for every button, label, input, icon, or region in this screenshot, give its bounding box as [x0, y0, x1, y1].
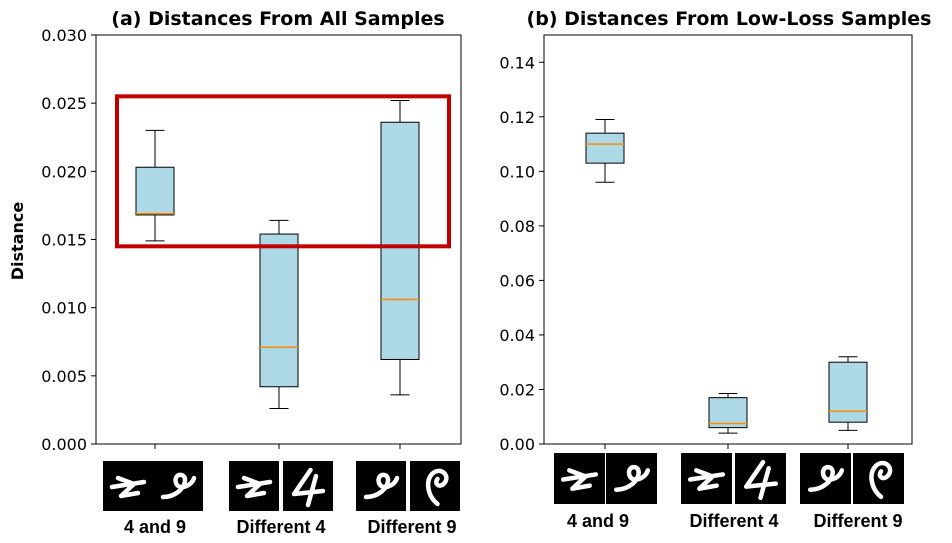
- digit-stroke: [363, 472, 400, 500]
- digit-4-icon: [103, 461, 153, 511]
- box-3: [380, 99, 420, 396]
- digit-stroke: [613, 464, 651, 492]
- ytick-label: 0.015: [41, 231, 87, 250]
- digit-stroke: [425, 468, 449, 507]
- digit-stroke: [160, 472, 197, 500]
- panel-b: (b) Distances From Low-Loss Samples 0.00…: [499, 8, 931, 531]
- panel-b-boxes: [585, 119, 868, 434]
- box-2: [259, 219, 299, 410]
- digit-stroke: [109, 475, 147, 499]
- panel-b-axes-frame: [543, 34, 913, 445]
- ytick-label: 0.08: [499, 217, 535, 236]
- digit-stroke: [291, 467, 326, 508]
- box-3: [828, 356, 868, 431]
- ytick-label: 0.010: [41, 299, 87, 318]
- panel-a-category-labels: 4 and 9 Different 4 Different 9: [124, 517, 457, 537]
- box-body: [135, 166, 175, 216]
- digit-4-alt-icon: [735, 453, 786, 504]
- digit-9-icon: [153, 461, 203, 511]
- category-label: Different 4: [236, 517, 325, 537]
- digit-9-alt-icon: [410, 461, 460, 511]
- ytick-label: 0.005: [41, 367, 87, 386]
- panel-a-boxes: [135, 99, 420, 410]
- ytick-label: 0.025: [41, 94, 87, 113]
- panel-b-thumbnails: [554, 453, 904, 504]
- digit-4-icon: [229, 461, 279, 511]
- box-body: [259, 233, 299, 388]
- digit-4-icon: [681, 453, 732, 504]
- panel-b-category-labels: 4 and 9 Different 4 Different 9: [567, 511, 903, 531]
- category-label: Different 4: [689, 511, 778, 531]
- panel-a-title: (a) Distances From All Samples: [111, 8, 444, 30]
- panel-a-ylabel: Distance: [8, 202, 27, 281]
- ytick-label: 0.02: [499, 380, 535, 399]
- digit-9-icon: [606, 453, 657, 504]
- digit-stroke: [807, 464, 845, 492]
- ytick-label: 0.030: [41, 26, 87, 45]
- digit-4-icon: [554, 453, 605, 504]
- digit-stroke: [869, 460, 893, 500]
- category-label: Different 9: [367, 517, 456, 537]
- box-body: [828, 361, 868, 423]
- panel-a-yticks: 0.000 0.005 0.010 0.015 0.020 0.025 0.030: [41, 26, 401, 454]
- panel-b-title: (b) Distances From Low-Loss Samples: [527, 8, 932, 30]
- category-label: 4 and 9: [567, 511, 629, 531]
- panel-b-yticks: 0.00 0.02 0.04 0.06 0.08 0.10 0.12 0.14: [499, 53, 849, 454]
- highlight-box: [115, 94, 451, 249]
- category-label: 4 and 9: [124, 517, 186, 537]
- box-body: [708, 397, 748, 429]
- digit-stroke: [743, 459, 779, 501]
- ytick-label: 0.04: [499, 326, 535, 345]
- ytick-label: 0.06: [499, 271, 535, 290]
- ytick-label: 0.10: [499, 162, 535, 181]
- digit-stroke: [560, 468, 599, 491]
- digit-9-icon: [800, 453, 851, 504]
- ytick-label: 0.00: [499, 435, 535, 454]
- ytick-label: 0.14: [499, 53, 535, 72]
- panel-a-axes-frame: [95, 34, 462, 445]
- ytick-label: 0.12: [499, 108, 535, 127]
- panel-a-thumbnails: [103, 461, 460, 511]
- digit-stroke: [235, 475, 273, 499]
- box-2: [708, 393, 748, 434]
- box-body: [585, 132, 625, 164]
- category-label: Different 9: [813, 511, 902, 531]
- box-1: [135, 129, 175, 242]
- digit-9-icon: [356, 461, 406, 511]
- ytick-label: 0.020: [41, 162, 87, 181]
- digit-stroke: [687, 468, 726, 491]
- digit-9-alt-icon: [853, 453, 904, 504]
- digit-4-alt-icon: [283, 461, 333, 511]
- ytick-label: 0.000: [41, 435, 87, 454]
- box-1: [585, 119, 625, 183]
- panel-a: (a) Distances From All Samples Distance …: [8, 8, 462, 537]
- box-body: [380, 121, 420, 360]
